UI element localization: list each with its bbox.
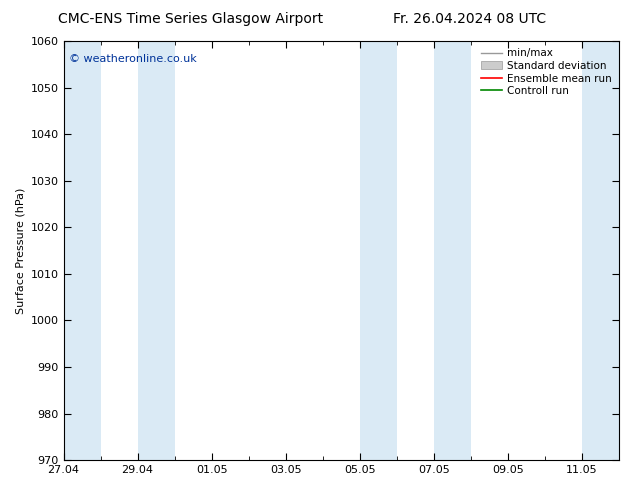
Text: CMC-ENS Time Series Glasgow Airport: CMC-ENS Time Series Glasgow Airport (58, 12, 323, 26)
Bar (138, 41, 174, 460)
Y-axis label: Surface Pressure (hPa): Surface Pressure (hPa) (15, 187, 25, 314)
Bar (359, 41, 397, 460)
Text: © weatheronline.co.uk: © weatheronline.co.uk (69, 53, 197, 64)
Bar (434, 41, 471, 460)
Text: Fr. 26.04.2024 08 UTC: Fr. 26.04.2024 08 UTC (392, 12, 546, 26)
Bar (582, 41, 619, 460)
Legend: min/max, Standard deviation, Ensemble mean run, Controll run: min/max, Standard deviation, Ensemble me… (479, 46, 614, 98)
Bar (63, 41, 101, 460)
